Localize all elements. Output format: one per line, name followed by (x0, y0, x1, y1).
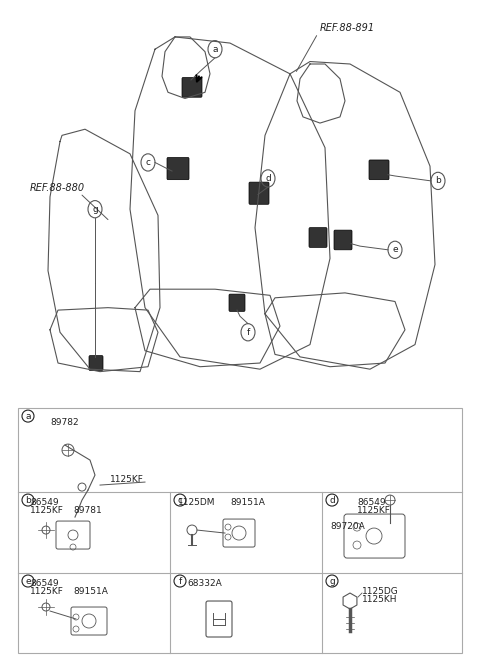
Text: 1125DG: 1125DG (362, 587, 399, 596)
Text: d: d (329, 496, 335, 504)
Text: 86549: 86549 (30, 498, 59, 507)
Text: 86549: 86549 (357, 498, 385, 507)
Text: e: e (25, 576, 31, 586)
Text: 1125KF: 1125KF (30, 506, 64, 515)
Text: 1125KF: 1125KF (30, 587, 64, 596)
Text: 89720A: 89720A (330, 522, 365, 531)
FancyBboxPatch shape (182, 77, 202, 97)
Text: 89781: 89781 (73, 506, 102, 515)
Text: 89151A: 89151A (73, 587, 108, 596)
Text: 1125KF: 1125KF (357, 506, 391, 515)
Text: b: b (435, 176, 441, 185)
Text: 1125KH: 1125KH (362, 595, 397, 604)
Text: 68332A: 68332A (188, 579, 222, 588)
Text: g: g (329, 576, 335, 586)
Text: 89151A: 89151A (230, 498, 265, 507)
Text: a: a (25, 411, 31, 421)
Text: f: f (246, 328, 250, 337)
FancyBboxPatch shape (369, 160, 389, 179)
FancyBboxPatch shape (309, 228, 327, 248)
Text: REF.88-891: REF.88-891 (320, 23, 375, 33)
FancyBboxPatch shape (167, 157, 189, 179)
Text: e: e (392, 246, 398, 254)
Text: b: b (25, 496, 31, 504)
Text: c: c (145, 158, 151, 167)
Text: 89782: 89782 (50, 418, 79, 427)
Text: REF.88-880: REF.88-880 (30, 183, 85, 193)
Text: c: c (178, 496, 182, 504)
FancyBboxPatch shape (249, 182, 269, 204)
FancyBboxPatch shape (229, 294, 245, 311)
Text: f: f (179, 576, 181, 586)
Text: 86549: 86549 (30, 579, 59, 588)
Text: 1125DM: 1125DM (178, 498, 216, 507)
Text: 1125KF: 1125KF (110, 475, 144, 484)
Text: g: g (92, 205, 98, 214)
FancyBboxPatch shape (334, 230, 352, 250)
Text: d: d (265, 174, 271, 183)
FancyBboxPatch shape (89, 356, 103, 371)
Text: a: a (212, 45, 218, 54)
